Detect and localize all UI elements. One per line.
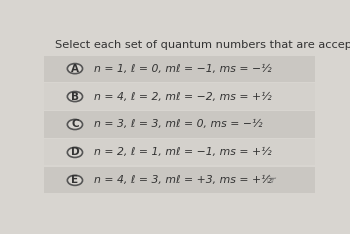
- Text: B: B: [71, 91, 79, 102]
- Bar: [44, 167, 315, 193]
- Ellipse shape: [67, 175, 83, 185]
- Bar: [44, 84, 315, 110]
- Text: n = 4, ℓ = 2, mℓ = −2, ms = +½: n = 4, ℓ = 2, mℓ = −2, ms = +½: [94, 91, 272, 102]
- Text: C: C: [71, 120, 79, 129]
- Bar: [44, 139, 315, 165]
- Bar: [44, 111, 315, 138]
- Text: D: D: [71, 147, 79, 157]
- Text: E: E: [71, 175, 78, 185]
- Ellipse shape: [67, 91, 83, 102]
- Text: A: A: [71, 64, 79, 74]
- Text: n = 4, ℓ = 3, mℓ = +3, ms = +½: n = 4, ℓ = 3, mℓ = +3, ms = +½: [94, 175, 272, 185]
- Ellipse shape: [67, 119, 83, 130]
- Text: n = 3, ℓ = 3, mℓ = 0, ms = −½: n = 3, ℓ = 3, mℓ = 0, ms = −½: [94, 120, 262, 129]
- Ellipse shape: [67, 64, 83, 74]
- Text: ☞: ☞: [266, 174, 278, 187]
- Text: n = 1, ℓ = 0, mℓ = −1, ms = −½: n = 1, ℓ = 0, mℓ = −1, ms = −½: [94, 64, 272, 74]
- Bar: [44, 55, 315, 82]
- Text: n = 2, ℓ = 1, mℓ = −1, ms = +½: n = 2, ℓ = 1, mℓ = −1, ms = +½: [94, 147, 272, 157]
- Ellipse shape: [67, 147, 83, 157]
- Text: Select each set of quantum numbers that are acceptable.: Select each set of quantum numbers that …: [55, 40, 350, 50]
